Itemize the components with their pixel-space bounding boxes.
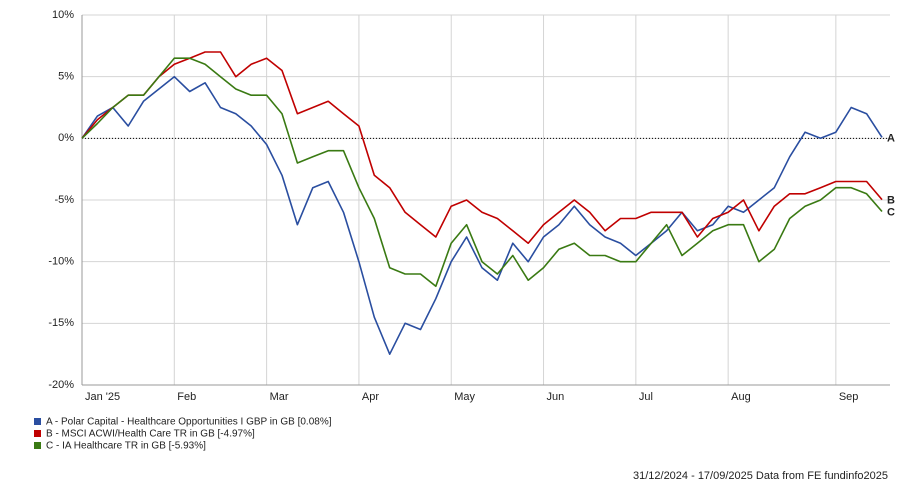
series-line: [81, 51, 883, 244]
legend-label: B - MSCI ACWI/Health Care TR in GB [-4.9…: [46, 429, 255, 440]
x-tick-label: Mar: [270, 391, 289, 403]
y-tick-label: 0%: [58, 132, 74, 144]
x-tick-label: Feb: [177, 391, 196, 403]
legend-label: C - IA Healthcare TR in GB [-5.93%]: [46, 441, 206, 452]
legend-label: A - Polar Capital - Healthcare Opportuni…: [46, 417, 332, 428]
x-tick-label: Aug: [731, 391, 751, 403]
x-tick-label: Jan '25: [85, 391, 120, 403]
x-tick-label: Apr: [362, 391, 379, 403]
end-label: A: [887, 132, 895, 144]
series-line: [81, 57, 883, 288]
x-tick-label: Jun: [547, 391, 565, 403]
footer: 31/12/2024 - 17/09/2025 Data from FE fun…: [633, 470, 888, 482]
legend-swatch: [34, 418, 41, 425]
y-tick-label: -5%: [54, 194, 74, 206]
legend-swatch: [34, 430, 41, 437]
end-label: C: [887, 206, 895, 218]
x-tick-label: Sep: [839, 391, 859, 403]
x-tick-label: Jul: [639, 391, 653, 403]
legend-swatch: [34, 442, 41, 449]
y-tick-label: -15%: [48, 317, 74, 329]
y-tick-label: -10%: [48, 256, 74, 268]
x-tick-label: May: [454, 391, 475, 403]
y-tick-label: 10%: [52, 9, 74, 21]
series-line: [81, 75, 883, 355]
y-tick-label: -20%: [48, 379, 74, 391]
end-label: B: [887, 195, 895, 207]
y-tick-label: 5%: [58, 71, 74, 83]
